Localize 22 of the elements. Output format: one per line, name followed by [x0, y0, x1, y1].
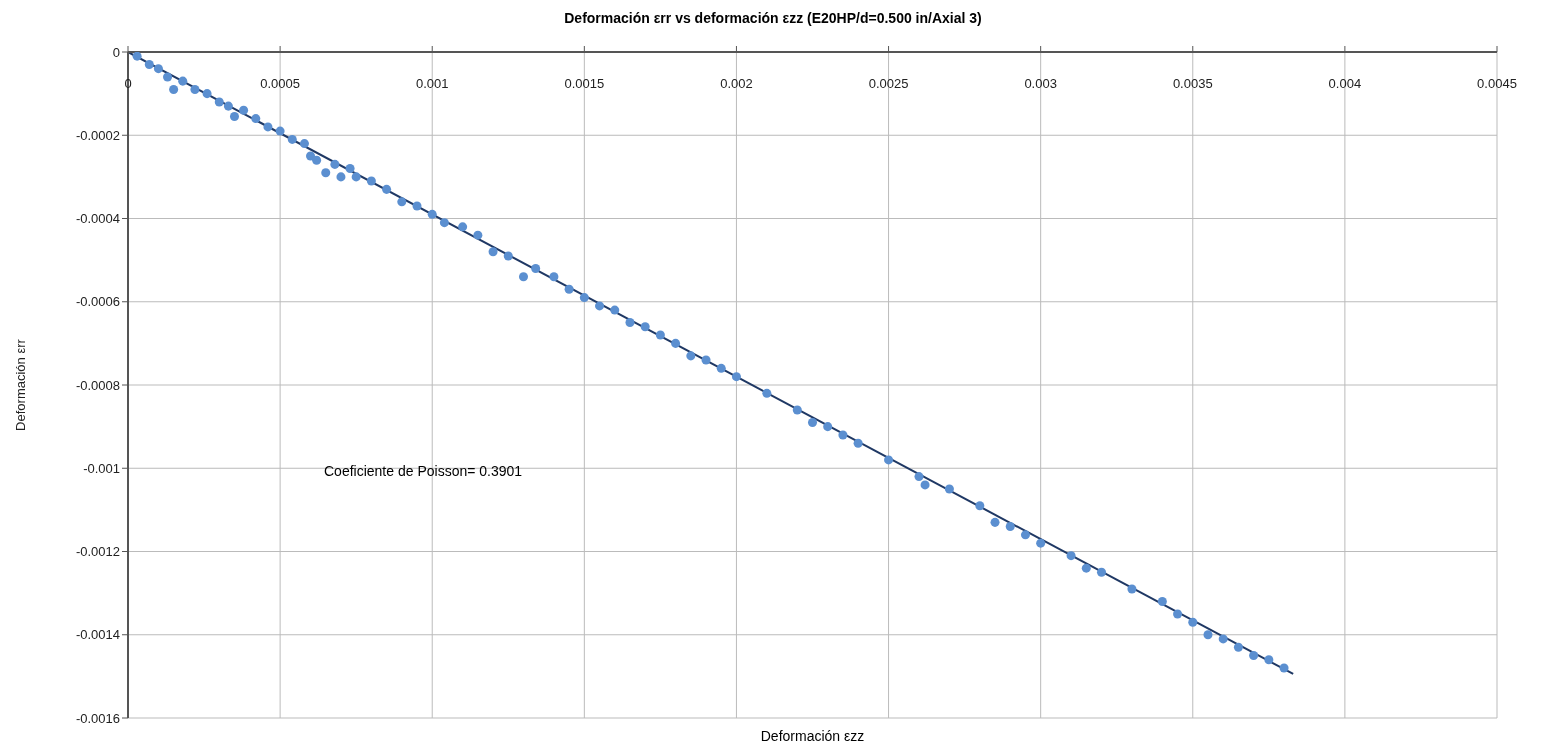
- chart-title: Deformación εrr vs deformación εzz (E20HP/d=0.500 in/Axial 3): [563, 10, 983, 26]
- x-tick-label: 0.0045: [1477, 76, 1517, 91]
- y-tick-label: -0.0006: [75, 294, 120, 310]
- x-tick-label: 0.0015: [564, 76, 605, 91]
- y-tick-label: -0.0012: [75, 544, 120, 560]
- y-tick-label: -0.0016: [75, 710, 120, 726]
- y-tick-label: 0: [112, 44, 120, 60]
- y-tick-label: -0.0008: [75, 377, 120, 393]
- y-tick-label: -0.0014: [75, 627, 120, 643]
- annotation: Coeficiente de Poisson= 0.3901: [324, 463, 523, 479]
- x-tick-label: 0.0005: [260, 76, 300, 91]
- y-tick-label: -0.001: [83, 460, 120, 476]
- x-tick-label: 0.002: [720, 76, 753, 91]
- x-tick-label: 0.001: [415, 76, 449, 91]
- x-tick-label: 0.003: [1024, 76, 1057, 91]
- x-tick-label: 0.0025: [868, 76, 909, 91]
- y-tick-label: -0.0002: [75, 127, 120, 143]
- x-axis-title: Deformación εzz: [759, 728, 866, 744]
- y-tick-label: -0.0004: [75, 211, 120, 227]
- y-axis-title: Deformación εrr: [12, 338, 28, 431]
- x-tick-label: 0.0035: [1172, 76, 1213, 91]
- x-tick-label: 0.004: [1328, 76, 1362, 91]
